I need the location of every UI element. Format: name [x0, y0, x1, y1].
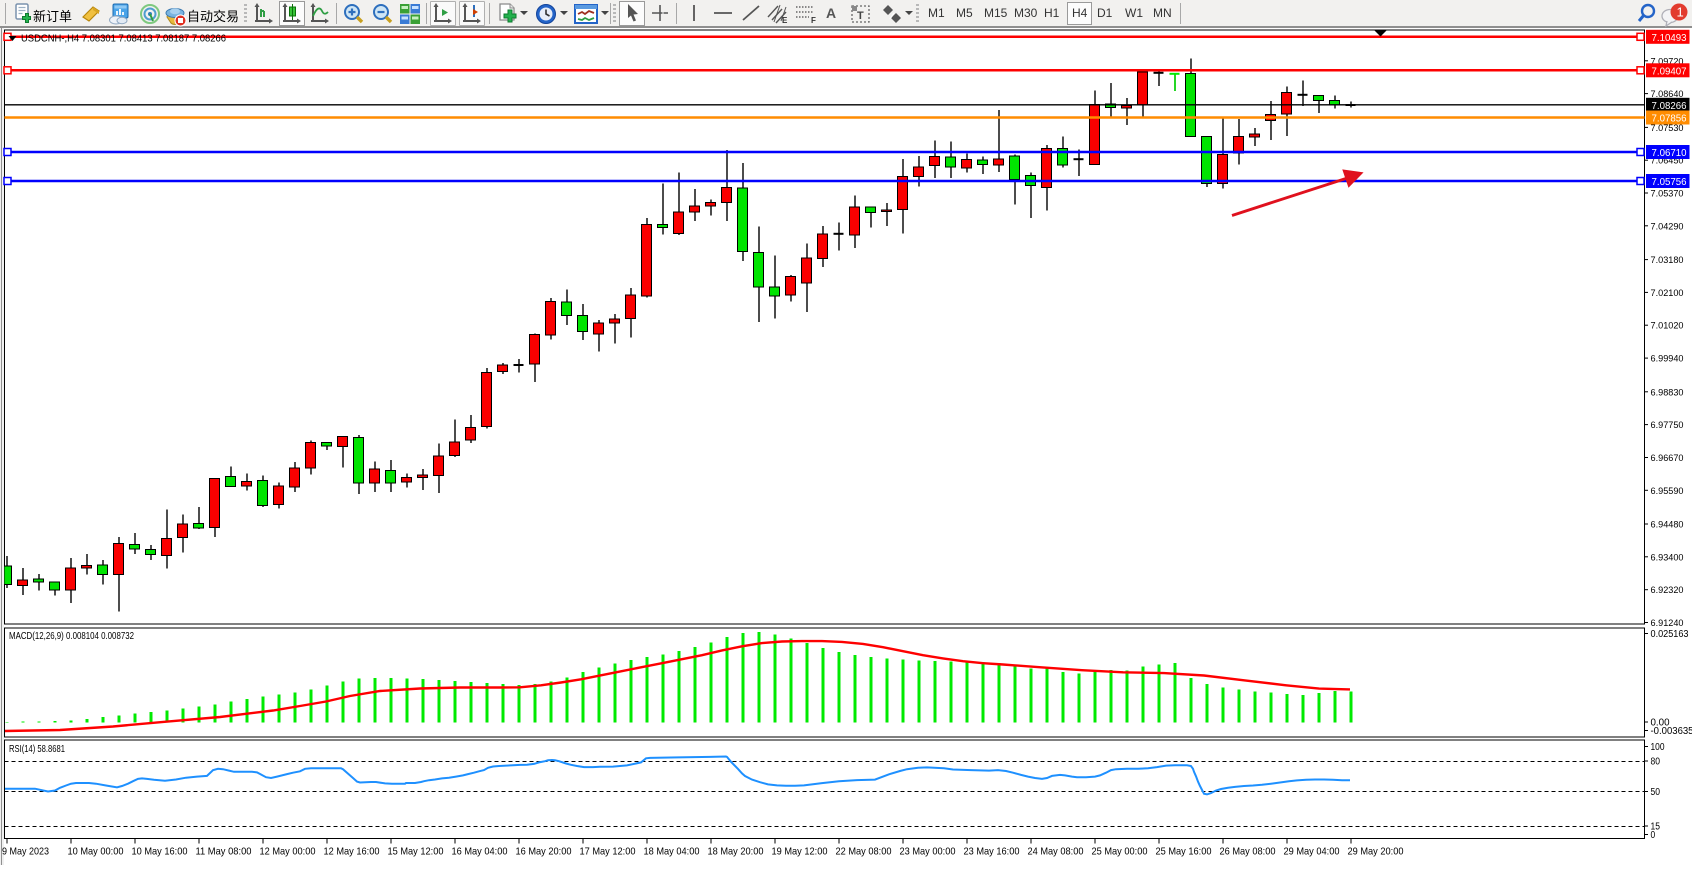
svg-text:9 May 2023: 9 May 2023 [2, 846, 49, 858]
svg-text:12 May 16:00: 12 May 16:00 [324, 846, 380, 858]
svg-text:11 May 08:00: 11 May 08:00 [196, 846, 252, 858]
svg-text:23 May 00:00: 23 May 00:00 [900, 846, 956, 858]
svg-text:29 May 04:00: 29 May 04:00 [1284, 846, 1340, 858]
svg-text:-0.003635: -0.003635 [1651, 726, 1692, 737]
svg-text:80: 80 [1651, 757, 1661, 768]
svg-text:29 May 20:00: 29 May 20:00 [1348, 846, 1404, 858]
svg-text:1: 1 [1677, 5, 1684, 20]
svg-text:17 May 12:00: 17 May 12:00 [580, 846, 636, 858]
svg-text:16 May 20:00: 16 May 20:00 [516, 846, 572, 858]
svg-text:22 May 08:00: 22 May 08:00 [836, 846, 892, 858]
svg-text:7.01020: 7.01020 [1651, 321, 1684, 332]
svg-text:10 May 16:00: 10 May 16:00 [132, 846, 188, 858]
svg-text:6.95590: 6.95590 [1651, 486, 1684, 497]
svg-text:6.98830: 6.98830 [1651, 387, 1684, 398]
svg-text:MACD(12,26,9) 0.008104 0.00873: MACD(12,26,9) 0.008104 0.008732 [9, 630, 134, 642]
svg-text:6.94480: 6.94480 [1651, 520, 1684, 531]
svg-text:25 May 00:00: 25 May 00:00 [1092, 846, 1148, 858]
svg-text:0: 0 [1651, 830, 1656, 841]
svg-text:12 May 00:00: 12 May 00:00 [260, 846, 316, 858]
svg-text:6.96670: 6.96670 [1651, 453, 1684, 464]
svg-text:15 May 12:00: 15 May 12:00 [388, 846, 444, 858]
svg-text:19 May 12:00: 19 May 12:00 [772, 846, 828, 858]
svg-text:25 May 16:00: 25 May 16:00 [1156, 846, 1212, 858]
svg-text:T: T [857, 10, 864, 22]
svg-text:50: 50 [1651, 787, 1661, 798]
svg-text:18 May 20:00: 18 May 20:00 [708, 846, 764, 858]
svg-text:6.92320: 6.92320 [1651, 585, 1684, 596]
svg-text:26 May 08:00: 26 May 08:00 [1220, 846, 1276, 858]
svg-text:6.93400: 6.93400 [1651, 552, 1684, 563]
svg-text:7.07856: 7.07856 [1652, 113, 1687, 125]
svg-text:24 May 08:00: 24 May 08:00 [1028, 846, 1084, 858]
svg-text:7.04290: 7.04290 [1651, 221, 1684, 232]
svg-text:18 May 04:00: 18 May 04:00 [644, 846, 700, 858]
svg-text:E: E [782, 16, 788, 25]
svg-text:23 May 16:00: 23 May 16:00 [964, 846, 1020, 858]
svg-text:7.07530: 7.07530 [1651, 123, 1684, 134]
svg-text:100: 100 [1651, 742, 1665, 753]
svg-text:10 May 00:00: 10 May 00:00 [68, 846, 124, 858]
svg-text:USDCNH-,H4 7.08301 7.08413 7.: USDCNH-,H4 7.08301 7.08413 7.08187 7.082… [21, 33, 226, 45]
svg-text:7.02100: 7.02100 [1651, 288, 1684, 299]
svg-text:7.05370: 7.05370 [1651, 189, 1684, 200]
svg-text:7.09407: 7.09407 [1652, 65, 1687, 77]
svg-text:7.05756: 7.05756 [1652, 176, 1687, 188]
svg-text:7.06710: 7.06710 [1652, 147, 1687, 159]
svg-text:7.03180: 7.03180 [1651, 255, 1684, 266]
svg-text:7.08266: 7.08266 [1652, 100, 1687, 112]
svg-text:6.91240: 6.91240 [1651, 618, 1684, 629]
svg-text:16 May 04:00: 16 May 04:00 [452, 846, 508, 858]
svg-text:6.97750: 6.97750 [1651, 420, 1684, 431]
svg-text:6.99940: 6.99940 [1651, 354, 1684, 365]
svg-text:RSI(14) 58.8681: RSI(14) 58.8681 [9, 743, 65, 755]
svg-text:F: F [811, 16, 816, 25]
svg-text:0.025163: 0.025163 [1651, 629, 1689, 640]
svg-text:7.10493: 7.10493 [1652, 32, 1687, 44]
